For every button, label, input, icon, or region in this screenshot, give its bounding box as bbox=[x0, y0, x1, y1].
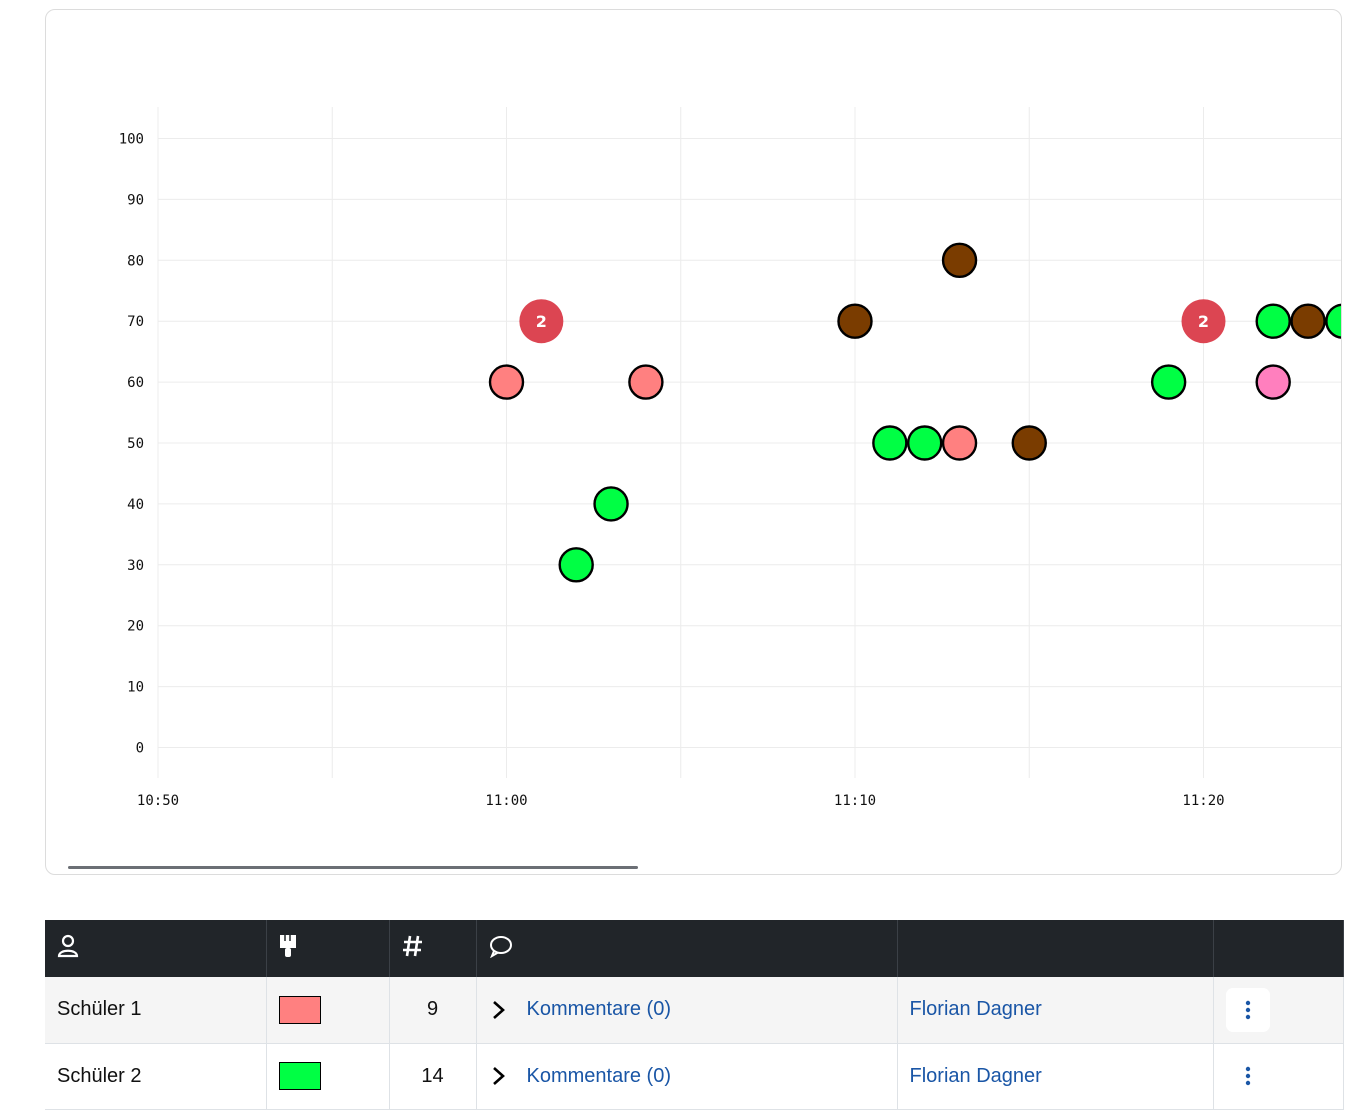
color-swatch[interactable] bbox=[278, 995, 321, 1024]
y-tick-label: 100 bbox=[119, 132, 144, 148]
kebab-menu-icon bbox=[1245, 1000, 1250, 1019]
x-tick-label: 10:50 bbox=[137, 793, 179, 809]
row-menu-button[interactable] bbox=[1226, 1054, 1270, 1098]
y-tick-label: 10 bbox=[127, 680, 144, 696]
data-point[interactable] bbox=[1255, 303, 1291, 339]
data-point[interactable] bbox=[1255, 364, 1291, 400]
table-header bbox=[45, 920, 1344, 977]
y-tick-label: 40 bbox=[127, 497, 144, 513]
data-point[interactable] bbox=[907, 425, 943, 461]
hash-icon bbox=[402, 935, 422, 957]
data-point[interactable] bbox=[941, 242, 978, 279]
paintbrush-icon bbox=[279, 935, 296, 957]
students-table: Schüler 1 9 Kommentare (0) Florian Dagne… bbox=[45, 920, 1344, 1110]
y-tick-label: 80 bbox=[127, 253, 144, 269]
student-name: Schüler 2 bbox=[45, 1043, 267, 1110]
x-tick-label: 11:00 bbox=[485, 793, 527, 809]
data-point[interactable] bbox=[558, 547, 594, 583]
cluster-count: 2 bbox=[1198, 312, 1209, 331]
y-tick-label: 60 bbox=[127, 375, 144, 391]
y-tick-label: 70 bbox=[127, 314, 144, 330]
comments-link[interactable]: Kommentare (0) bbox=[526, 998, 672, 1021]
teacher-link[interactable]: Florian Dagner bbox=[909, 1064, 1042, 1087]
data-point[interactable] bbox=[872, 425, 908, 461]
table-row: Schüler 1 9 Kommentare (0) Florian Dagne… bbox=[45, 977, 1344, 1044]
data-point[interactable] bbox=[1290, 303, 1326, 339]
table-row: Schüler 2 14 Kommentare (0) Florian Dagn… bbox=[45, 1043, 1344, 1110]
y-tick-label: 20 bbox=[127, 619, 144, 635]
data-point[interactable] bbox=[1011, 425, 1047, 461]
color-swatch[interactable] bbox=[278, 1062, 321, 1090]
header-count[interactable] bbox=[389, 920, 477, 977]
data-point[interactable] bbox=[628, 364, 664, 400]
x-tick-label: 11:10 bbox=[834, 793, 876, 809]
row-menu-button[interactable] bbox=[1225, 987, 1270, 1032]
header-color[interactable] bbox=[266, 920, 390, 977]
data-point[interactable] bbox=[941, 425, 978, 461]
cluster-marker[interactable] bbox=[1181, 299, 1226, 344]
header-actions bbox=[1213, 920, 1344, 977]
y-tick-label: 30 bbox=[127, 558, 144, 574]
student-name: Schüler 1 bbox=[45, 977, 267, 1044]
data-point[interactable] bbox=[837, 303, 873, 339]
scatter-chart[interactable]: 0 10 20 30 40 50 60 70 80 90 100 10:50 11:00 11:10 11:… bbox=[46, 10, 1342, 875]
chevron-right-icon[interactable] bbox=[489, 999, 509, 1021]
y-tick-label: 90 bbox=[127, 192, 144, 208]
y-tick-label: 50 bbox=[127, 436, 144, 452]
chevron-right-icon[interactable] bbox=[489, 1065, 509, 1087]
comments-link[interactable]: Kommentare (0) bbox=[526, 1064, 672, 1087]
x-tick-label: 11:20 bbox=[1182, 793, 1224, 809]
data-point[interactable] bbox=[593, 486, 629, 522]
header-teacher bbox=[897, 920, 1214, 977]
y-tick-label: 0 bbox=[136, 741, 144, 757]
cluster-count: 2 bbox=[536, 312, 547, 331]
comment-icon bbox=[489, 936, 512, 959]
kebab-menu-icon bbox=[1245, 1066, 1250, 1086]
entry-count: 14 bbox=[389, 1043, 477, 1110]
chart-card: 0 10 20 30 40 50 60 70 80 90 100 10:50 11:00 11:10 11:… bbox=[45, 9, 1342, 875]
person-icon bbox=[57, 934, 79, 958]
teacher-link[interactable]: Florian Dagner bbox=[909, 998, 1042, 1021]
horizontal-scrollbar[interactable] bbox=[68, 866, 638, 869]
cluster-marker[interactable] bbox=[519, 299, 564, 344]
header-student[interactable] bbox=[45, 920, 267, 977]
entry-count: 9 bbox=[389, 977, 477, 1044]
data-point[interactable] bbox=[1325, 303, 1342, 339]
data-point[interactable] bbox=[488, 364, 525, 400]
header-comments[interactable] bbox=[476, 920, 898, 977]
data-point[interactable] bbox=[1150, 364, 1187, 400]
